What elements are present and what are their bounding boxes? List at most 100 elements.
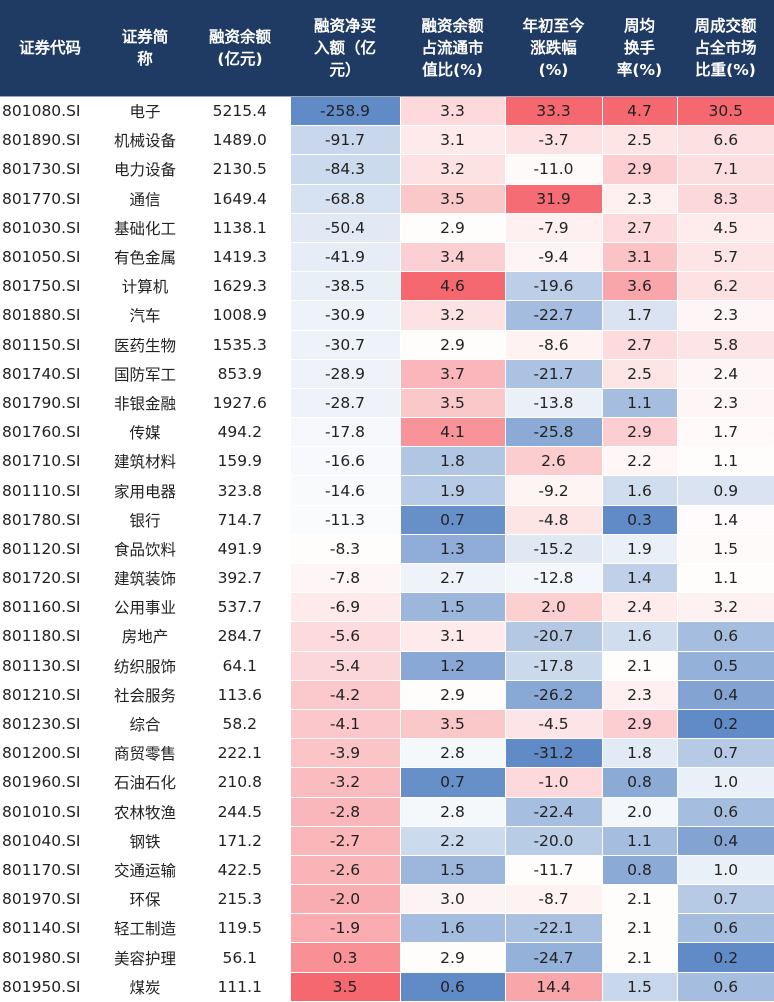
cell-security-code: 801040.SI: [0, 826, 100, 856]
cell-security-name: 煤炭: [100, 972, 190, 1002]
cell-security-code: 801150.SI: [0, 330, 100, 360]
table-row[interactable]: 801980.SI 美容护理 56.1 0.3 2.9 -24.7 2.1 0.2: [0, 942, 774, 973]
cell-balance-to-float-ratio: 3.5: [399, 184, 505, 214]
cell-security-name: 电子: [100, 95, 190, 127]
cell-security-code: 801750.SI: [0, 271, 100, 302]
cell-ytd-change: -3.7: [504, 125, 602, 156]
cell-security-code: 801080.SI: [0, 95, 100, 127]
table-row[interactable]: 801080.SI 电子 5215.4 -258.9 3.3 33.3 4.7 30.5: [0, 95, 774, 127]
cell-security-name: 石油石化: [100, 767, 190, 798]
cell-net-margin-buy: -84.3: [289, 154, 400, 185]
table-row[interactable]: 801730.SI 电力设备 2130.5 -84.3 3.2 -11.0 2.9 7.1: [0, 154, 774, 185]
header-security-name[interactable]: 证券简 称: [100, 0, 190, 97]
cell-security-code: 801110.SI: [0, 475, 100, 506]
cell-security-name: 环保: [100, 884, 190, 915]
header-weekly-volume-share[interactable]: 周成交额 占全市场 比重(%): [677, 0, 774, 97]
table-row[interactable]: 801050.SI 有色金属 1419.3 -41.9 3.4 -9.4 3.1 5.7: [0, 242, 774, 273]
cell-net-margin-buy: -3.2: [289, 767, 400, 798]
cell-margin-balance: 64.1: [190, 651, 290, 681]
cell-net-margin-buy: -30.9: [289, 300, 400, 331]
table-row[interactable]: 801170.SI 交通运输 422.5 -2.6 1.5 -11.7 0.8 1.0: [0, 855, 774, 886]
cell-margin-balance: 853.9: [190, 359, 290, 389]
table-row[interactable]: 801200.SI 商贸零售 222.1 -3.9 2.8 -31.2 1.8 0.7: [0, 738, 774, 769]
cell-security-name: 基础化工: [100, 213, 190, 243]
table-row[interactable]: 801750.SI 计算机 1629.3 -38.5 4.6 -19.6 3.6 6.2: [0, 271, 774, 302]
table-row[interactable]: 801160.SI 公用事业 537.7 -6.9 1.5 2.0 2.4 3.2: [0, 592, 774, 623]
header-margin-balance[interactable]: 融资余额 (亿元): [190, 0, 290, 97]
table-row[interactable]: 801120.SI 食品饮料 491.9 -8.3 1.3 -15.2 1.9 1.5: [0, 534, 774, 565]
table-row[interactable]: 801030.SI 基础化工 1138.1 -50.4 2.9 -7.9 2.7 4.5: [0, 213, 774, 243]
cell-balance-to-float-ratio: 1.5: [399, 855, 505, 886]
cell-security-code: 801050.SI: [0, 242, 100, 273]
table-row[interactable]: 801790.SI 非银金融 1927.6 -28.7 3.5 -13.8 1.1 2.3: [0, 388, 774, 419]
cell-net-margin-buy: -2.0: [289, 884, 400, 915]
cell-net-margin-buy: -5.4: [289, 651, 400, 681]
cell-balance-to-float-ratio: 2.9: [399, 330, 505, 360]
table-row[interactable]: 801770.SI 通信 1649.4 -68.8 3.5 31.9 2.3 8.3: [0, 184, 774, 214]
header-net-margin-buy[interactable]: 融资净买 入额（亿 元）: [290, 0, 400, 97]
table-row[interactable]: 801970.SI 环保 215.3 -2.0 3.0 -8.7 2.1 0.7: [0, 884, 774, 915]
cell-ytd-change: 31.9: [504, 184, 602, 214]
cell-weekly-turnover: 2.7: [601, 330, 677, 360]
table-row[interactable]: 801010.SI 农林牧渔 244.5 -2.8 2.8 -22.4 2.0 0.6: [0, 797, 774, 827]
table-row[interactable]: 801140.SI 轻工制造 119.5 -1.9 1.6 -22.1 2.1 0.6: [0, 913, 774, 944]
cell-weekly-volume-share: 5.7: [676, 242, 774, 273]
table-row[interactable]: 801110.SI 家用电器 323.8 -14.6 1.9 -9.2 1.6 0.9: [0, 475, 774, 506]
cell-net-margin-buy: -38.5: [289, 271, 400, 302]
table-row[interactable]: 801720.SI 建筑装饰 392.7 -7.8 2.7 -12.8 1.4 1.1: [0, 563, 774, 594]
cell-security-name: 纺织服饰: [100, 651, 190, 681]
cell-margin-balance: 323.8: [190, 475, 290, 506]
cell-security-name: 有色金属: [100, 242, 190, 273]
cell-margin-balance: 392.7: [190, 563, 290, 594]
table-row[interactable]: 801230.SI 综合 58.2 -4.1 3.5 -4.5 2.9 0.2: [0, 709, 774, 740]
cell-weekly-volume-share: 0.2: [676, 709, 774, 740]
cell-balance-to-float-ratio: 4.6: [399, 271, 505, 302]
cell-balance-to-float-ratio: 1.3: [399, 534, 505, 565]
table-row[interactable]: 801740.SI 国防军工 853.9 -28.9 3.7 -21.7 2.5 2.4: [0, 359, 774, 389]
cell-ytd-change: -22.1: [504, 913, 602, 944]
header-weekly-turnover[interactable]: 周均 换手 率(%): [602, 0, 677, 97]
cell-security-code: 801140.SI: [0, 913, 100, 944]
cell-margin-balance: 1649.4: [190, 184, 290, 214]
cell-weekly-turnover: 0.8: [601, 767, 677, 798]
cell-ytd-change: -7.9: [504, 213, 602, 243]
cell-margin-balance: 714.7: [190, 505, 290, 535]
cell-balance-to-float-ratio: 2.9: [399, 213, 505, 243]
cell-balance-to-float-ratio: 3.3: [399, 95, 505, 127]
cell-ytd-change: -9.4: [504, 242, 602, 273]
cell-ytd-change: -17.8: [504, 651, 602, 681]
cell-margin-balance: 222.1: [190, 738, 290, 769]
table-row[interactable]: 801760.SI 传媒 494.2 -17.8 4.1 -25.8 2.9 1.7: [0, 417, 774, 448]
cell-margin-balance: 159.9: [190, 446, 290, 477]
cell-security-code: 801160.SI: [0, 592, 100, 623]
table-row[interactable]: 801710.SI 建筑材料 159.9 -16.6 1.8 2.6 2.2 1.1: [0, 446, 774, 477]
table-row[interactable]: 801880.SI 汽车 1008.9 -30.9 3.2 -22.7 1.7 2.3: [0, 300, 774, 331]
table-row[interactable]: 801130.SI 纺织服饰 64.1 -5.4 1.2 -17.8 2.1 0.5: [0, 651, 774, 681]
cell-security-name: 建筑装饰: [100, 563, 190, 594]
cell-weekly-volume-share: 0.9: [676, 475, 774, 506]
cell-weekly-volume-share: 0.6: [676, 972, 774, 1002]
cell-net-margin-buy: -28.9: [289, 359, 400, 389]
header-ytd-change[interactable]: 年初至今 涨跌幅 (%): [505, 0, 602, 97]
cell-security-name: 轻工制造: [100, 913, 190, 944]
cell-ytd-change: -4.8: [504, 505, 602, 535]
cell-weekly-turnover: 2.4: [601, 592, 677, 623]
cell-ytd-change: -20.0: [504, 826, 602, 856]
header-balance-to-float-ratio[interactable]: 融资余额 占流通市 值比(%): [400, 0, 505, 97]
cell-weekly-volume-share: 0.7: [676, 884, 774, 915]
table-row[interactable]: 801180.SI 房地产 284.7 -5.6 3.1 -20.7 1.6 0.6: [0, 621, 774, 652]
table-row[interactable]: 801960.SI 石油石化 210.8 -3.2 0.7 -1.0 0.8 1.0: [0, 767, 774, 798]
cell-weekly-volume-share: 0.6: [676, 913, 774, 944]
cell-net-margin-buy: -4.1: [289, 709, 400, 740]
table-row[interactable]: 801950.SI 煤炭 111.1 3.5 0.6 14.4 1.5 0.6: [0, 972, 774, 1002]
table-row[interactable]: 801210.SI 社会服务 113.6 -4.2 2.9 -26.2 2.3 0.4: [0, 680, 774, 710]
table-row[interactable]: 801890.SI 机械设备 1489.0 -91.7 3.1 -3.7 2.5 6.6: [0, 125, 774, 156]
table-row[interactable]: 801150.SI 医药生物 1535.3 -30.7 2.9 -8.6 2.7 5.8: [0, 330, 774, 360]
cell-security-name: 汽车: [100, 300, 190, 331]
cell-ytd-change: -13.8: [504, 388, 602, 419]
header-security-code[interactable]: 证券代码: [0, 0, 100, 97]
table-row[interactable]: 801040.SI 钢铁 171.2 -2.7 2.2 -20.0 1.1 0.4: [0, 826, 774, 856]
cell-balance-to-float-ratio: 2.8: [399, 738, 505, 769]
cell-margin-balance: 119.5: [190, 913, 290, 944]
table-row[interactable]: 801780.SI 银行 714.7 -11.3 0.7 -4.8 0.3 1.4: [0, 505, 774, 535]
